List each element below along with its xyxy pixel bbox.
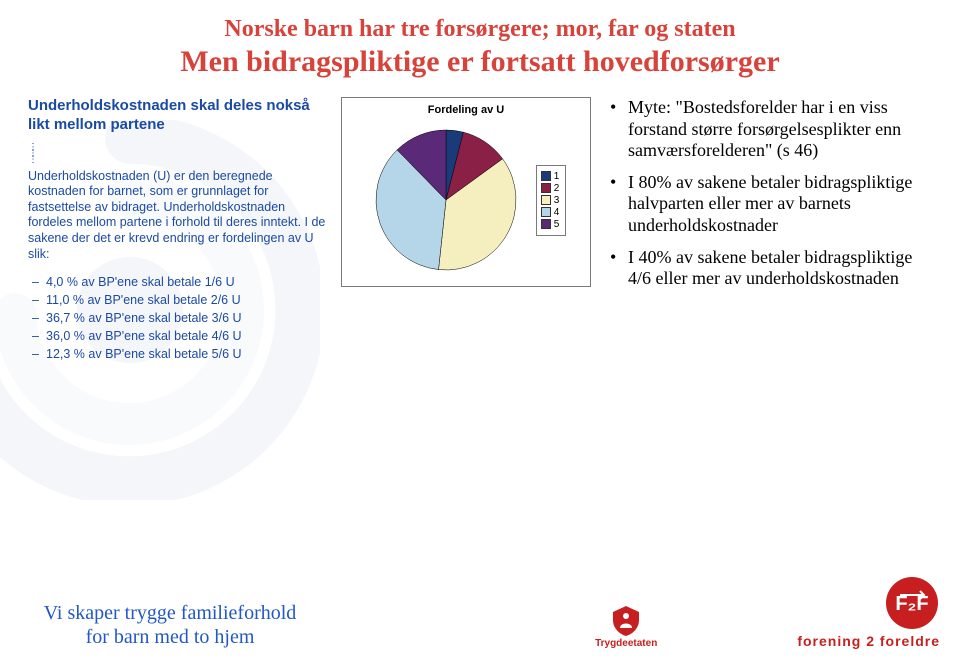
f2f-name: forening 2 foreldre	[797, 633, 940, 649]
f2f-badge-icon: F₂F	[884, 575, 940, 631]
list-item: 36,0 % av BP'ene skal betale 4/6 U	[46, 328, 328, 345]
left-subhead: Underholdskostnaden skal deles nokså lik…	[28, 97, 328, 135]
bullet-item: I 40% av sakene betaler bidragspliktige …	[610, 247, 932, 290]
list-item: 12,3 % av BP'ene skal betale 5/6 U	[46, 346, 328, 363]
legend-label: 4	[554, 207, 560, 218]
list-item: 11,0 % av BP'ene skal betale 2/6 U	[46, 292, 328, 309]
bullet-item: Myte: "Bostedsforelder har i en viss for…	[610, 97, 932, 162]
list-item: 4,0 % av BP'ene skal betale 1/6 U	[46, 274, 328, 291]
legend-label: 1	[554, 171, 560, 182]
title-line-2: Men bidragspliktige er fortsatt hovedfor…	[28, 45, 932, 79]
pie-legend: 1 2 3 4 5	[536, 165, 567, 236]
list-item: 36,7 % av BP'ene skal betale 3/6 U	[46, 310, 328, 327]
bullet-item: I 80% av sakene betaler bidragspliktige …	[610, 172, 932, 237]
footer-slogan: Vi skaper trygge familieforhold for barn…	[20, 601, 320, 649]
trygdeetaten-logo: Trygdeetaten	[595, 604, 657, 649]
left-column: Underholdskostnaden skal deles nokså lik…	[28, 97, 328, 364]
legend-label: 3	[554, 195, 560, 206]
slogan-line-1: Vi skaper trygge familieforhold	[44, 602, 297, 624]
slogan-line-2: for barn med to hjem	[86, 626, 255, 648]
pie-chart-box: Fordeling av U 1 2 3 4 5	[341, 97, 591, 287]
shield-icon	[609, 604, 643, 638]
f2f-logo: F₂F forening 2 foreldre	[797, 575, 940, 649]
pie-title: Fordeling av U	[348, 104, 584, 116]
chart-column: Fordeling av U 1 2 3 4 5	[336, 97, 596, 364]
legend-label: 5	[554, 219, 560, 230]
left-description: Underholdskostnaden (U) er den beregnede…	[28, 169, 328, 263]
title-line-1: Norske barn har tre forsørgere; mor, far…	[28, 16, 932, 43]
left-list: 4,0 % av BP'ene skal betale 1/6 U 11,0 %…	[28, 274, 328, 362]
pie-chart	[366, 120, 526, 280]
decorative-dots: ⋮⋮⋮	[28, 145, 328, 163]
trygdeetaten-label: Trygdeetaten	[595, 638, 657, 649]
right-column: Myte: "Bostedsforelder har i en viss for…	[604, 97, 932, 364]
legend-label: 2	[554, 183, 560, 194]
